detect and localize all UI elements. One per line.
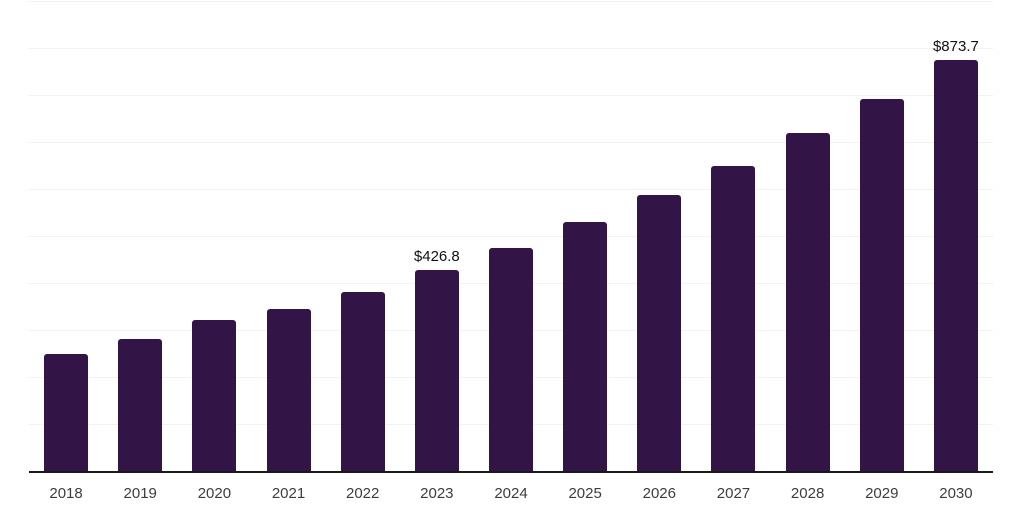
bar-2026 xyxy=(637,195,682,471)
bar-2030 xyxy=(933,60,978,471)
x-tick-label-2020: 2020 xyxy=(197,485,232,502)
bar-2021 xyxy=(266,309,311,471)
bar-2020 xyxy=(192,320,237,471)
x-tick-label-2018: 2018 xyxy=(49,485,83,502)
value-label-2030: $873.7 xyxy=(932,38,979,56)
x-tick-label-2025: 2025 xyxy=(568,485,602,502)
bar-2024 xyxy=(489,248,533,471)
bar-2022 xyxy=(340,292,385,471)
x-tick-label-2021: 2021 xyxy=(271,485,306,502)
x-tick-label-2028: 2028 xyxy=(790,485,825,502)
bar-2029 xyxy=(859,98,904,471)
x-tick-label-2019: 2019 xyxy=(123,485,157,502)
bar-2025 xyxy=(563,221,608,471)
x-tick-label-2026: 2026 xyxy=(642,485,676,502)
x-tick-label-2022: 2022 xyxy=(346,485,380,502)
x-tick-label-2027: 2027 xyxy=(716,485,751,502)
x-tick-label-2030: 2030 xyxy=(939,485,973,502)
gridline-600 xyxy=(29,189,993,190)
gridline-500 xyxy=(29,236,993,237)
value-label-2023: $426.8 xyxy=(413,248,460,266)
bar-2023 xyxy=(414,270,459,471)
gridline-800 xyxy=(29,95,993,96)
x-tick-label-2024: 2024 xyxy=(494,485,528,502)
gridline-1000 xyxy=(29,1,993,2)
bar-2018 xyxy=(44,354,89,471)
bar-2019 xyxy=(118,339,163,471)
x-tick-label-2029: 2029 xyxy=(865,485,899,502)
x-axis-line xyxy=(29,471,993,473)
gridline-700 xyxy=(29,142,993,143)
gridline-900 xyxy=(29,48,993,49)
x-tick-label-2023: 2023 xyxy=(420,485,454,502)
bar-2027 xyxy=(711,165,756,471)
bar-2028 xyxy=(785,133,830,471)
